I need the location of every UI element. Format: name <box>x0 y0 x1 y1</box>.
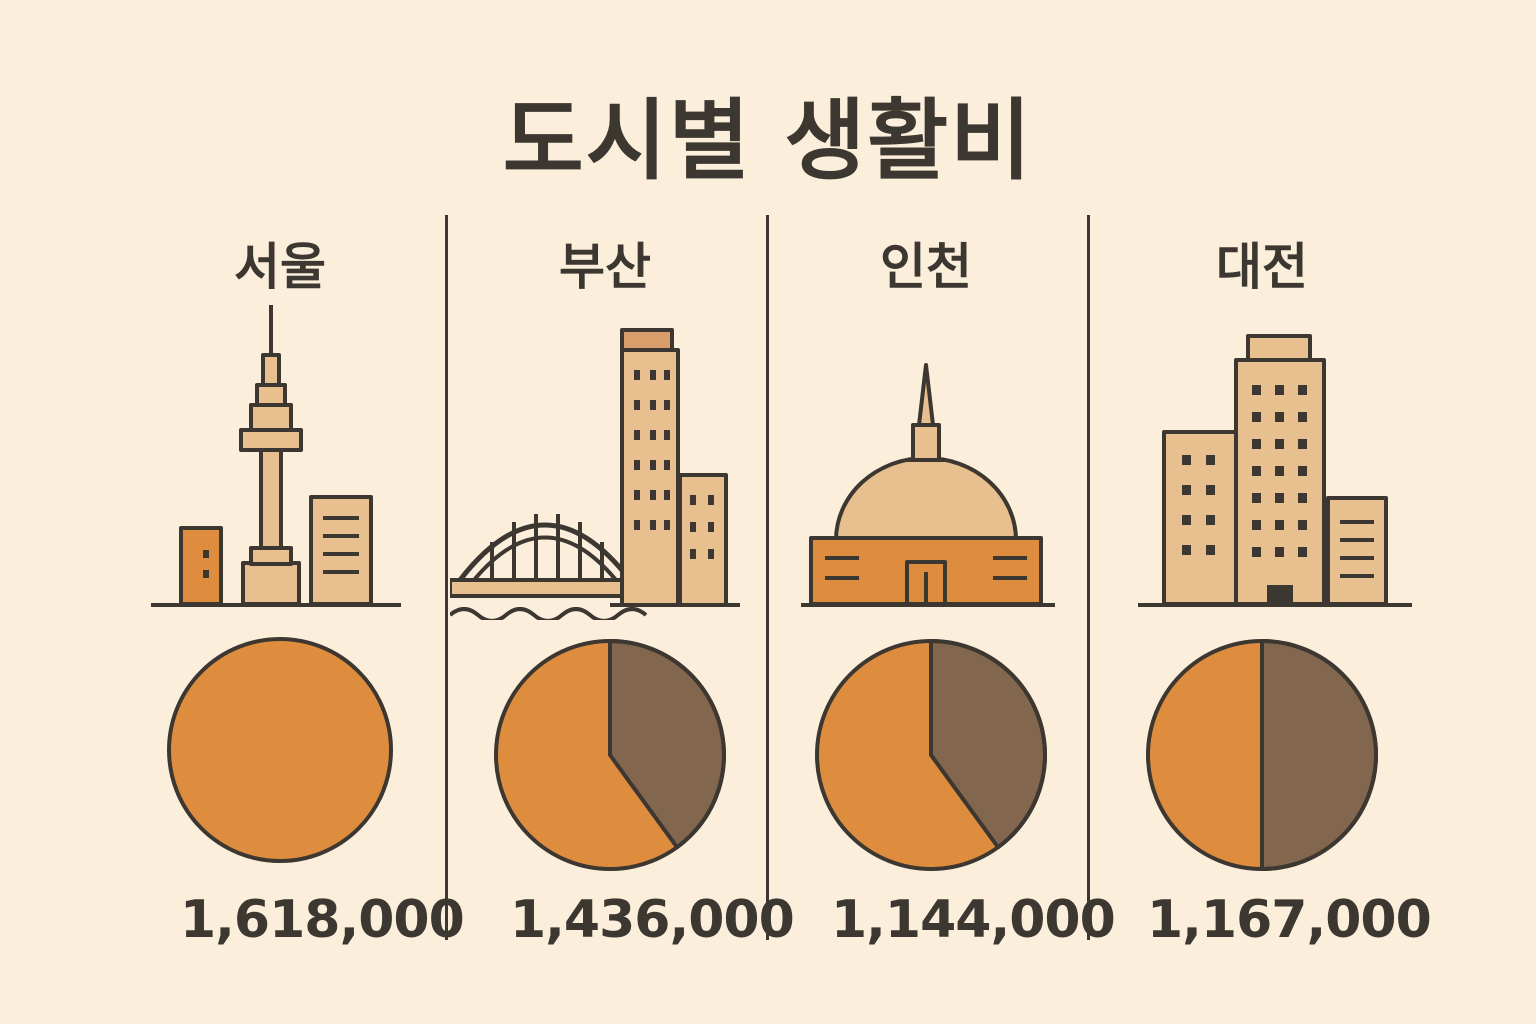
office-buildings-icon <box>1138 334 1412 607</box>
namsan-tower-icon <box>151 305 401 607</box>
pie-chart-seoul <box>167 637 393 863</box>
pie-slice-secondary <box>1260 639 1378 871</box>
dome-building-icon <box>801 363 1055 607</box>
pie-chart-daejeon <box>1146 639 1378 871</box>
city-panel-incheon: 인천 1,144,000 <box>771 215 1116 975</box>
value-label: 1,144,000 <box>831 890 1116 950</box>
divider <box>1087 215 1090 940</box>
city-name: 서울 <box>234 238 326 296</box>
city-panel-daejeon: 대전 <box>1092 215 1432 975</box>
city-name: 부산 <box>559 238 651 296</box>
value-label: 1,167,000 <box>1147 890 1432 950</box>
pie-slice-primary <box>167 637 393 863</box>
bridge-and-towers-icon <box>450 328 740 620</box>
city-panel-busan: 부산 <box>450 215 795 975</box>
divider <box>445 215 448 940</box>
city-name: 대전 <box>1216 238 1308 296</box>
page-title: 도시별 생활비 <box>502 89 1034 192</box>
value-label: 1,618,000 <box>180 890 465 950</box>
divider <box>766 215 769 940</box>
pie-chart-incheon <box>815 639 1047 871</box>
pie-outline <box>494 639 726 871</box>
value-label: 1,436,000 <box>510 890 795 950</box>
city-panel-seoul: 서울 1,618,000 <box>145 215 465 975</box>
pie-outline <box>815 639 1047 871</box>
city-name: 인천 <box>880 238 972 296</box>
pie-outline <box>1146 639 1378 871</box>
pie-chart-busan <box>494 639 726 871</box>
